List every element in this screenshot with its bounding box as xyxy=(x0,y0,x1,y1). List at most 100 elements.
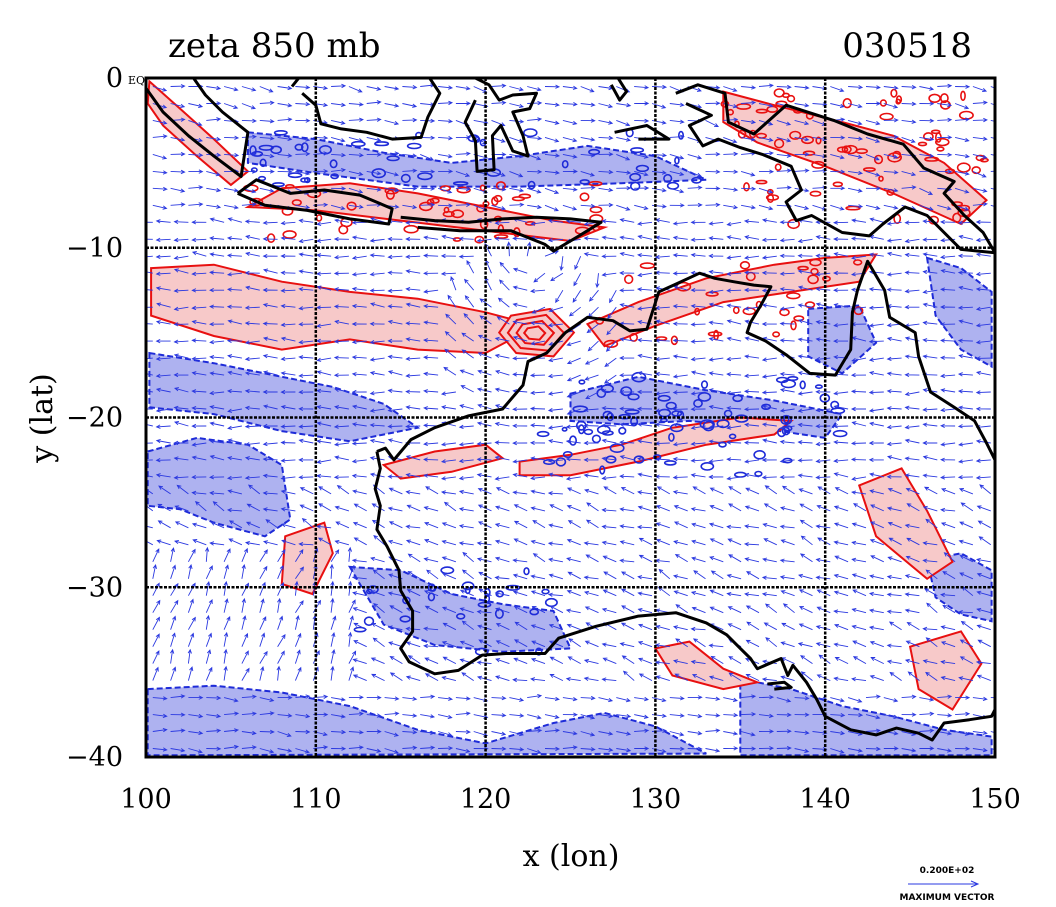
wind-vector xyxy=(726,255,742,260)
wind-vector xyxy=(347,546,353,562)
wind-vector xyxy=(779,321,795,326)
wind-vector xyxy=(295,85,311,90)
wind-vector xyxy=(708,459,724,464)
wind-vector xyxy=(906,503,920,512)
speckle-contour xyxy=(599,465,606,475)
wind-vector xyxy=(651,103,667,109)
wind-vector xyxy=(743,389,760,394)
wind-vector xyxy=(527,693,543,699)
wind-vector xyxy=(352,489,367,495)
wind-vector xyxy=(146,238,153,240)
wind-vector xyxy=(727,623,742,631)
wind-vector xyxy=(830,730,846,736)
wind-vector xyxy=(226,388,242,394)
wind-vector xyxy=(886,574,902,580)
wind-vector xyxy=(830,713,846,718)
wind-vector xyxy=(463,313,475,325)
wind-vector xyxy=(405,356,421,361)
wind-vector xyxy=(741,186,757,191)
wind-vector xyxy=(636,287,653,292)
wind-vector xyxy=(512,423,528,429)
wind-vector xyxy=(152,666,159,681)
speckle-contour xyxy=(511,196,526,202)
speckle-contour xyxy=(527,180,536,190)
wind-vector xyxy=(959,521,974,529)
vector-key: 0.200E+02 MAXIMUM VECTOR xyxy=(899,866,994,903)
speckle-contour xyxy=(743,182,750,192)
coastline-new-guinea xyxy=(675,83,995,255)
wind-vector xyxy=(674,673,688,681)
wind-vector xyxy=(940,322,956,327)
wind-vector xyxy=(146,408,153,410)
wind-vector xyxy=(405,373,421,378)
speckle-contour xyxy=(940,93,949,104)
wind-vector xyxy=(960,620,974,631)
wind-vector xyxy=(869,674,884,682)
wind-vector xyxy=(798,589,813,597)
wind-vector xyxy=(583,541,599,546)
speckle-contour xyxy=(273,130,288,136)
wind-vector xyxy=(636,524,653,530)
wind-vector xyxy=(619,373,635,378)
wind-vector xyxy=(834,555,849,563)
speckle-contour xyxy=(780,414,793,426)
wind-vector xyxy=(616,714,632,719)
wind-vector xyxy=(833,391,849,396)
wind-vector xyxy=(776,697,792,703)
wind-vector xyxy=(527,136,543,141)
wind-vector xyxy=(348,102,364,107)
wind-vector xyxy=(634,696,650,702)
coastline-sumatra xyxy=(146,78,250,178)
wind-vector xyxy=(441,234,457,240)
x-tick-label: 110 xyxy=(290,784,342,815)
speckle-contour xyxy=(591,434,602,444)
wind-vector xyxy=(922,237,938,242)
wind-vector xyxy=(776,712,792,718)
wind-vector xyxy=(494,556,510,563)
wind-vector xyxy=(708,522,724,529)
wind-vector xyxy=(815,575,831,580)
wind-vector xyxy=(833,522,849,529)
wind-vector xyxy=(476,660,492,665)
wind-vector xyxy=(334,319,349,325)
wind-vector xyxy=(690,425,706,430)
wind-vector xyxy=(761,357,777,362)
wind-vector xyxy=(761,255,777,260)
speckle-contour xyxy=(589,206,603,214)
wind-vector xyxy=(330,119,346,125)
wind-vector xyxy=(476,609,492,614)
wind-vector xyxy=(244,305,260,310)
wind-vector xyxy=(280,356,296,362)
wind-vector xyxy=(567,520,581,529)
speckle-contour xyxy=(700,461,715,471)
wind-vector xyxy=(316,271,332,276)
wind-vector xyxy=(744,557,760,563)
wind-vector xyxy=(491,170,506,177)
wind-vector xyxy=(455,711,471,716)
x-axis-label: x (lon) xyxy=(523,839,620,874)
wind-vector xyxy=(799,553,813,563)
wind-vector xyxy=(675,638,688,648)
wind-vector xyxy=(244,321,260,326)
wind-vector xyxy=(440,391,456,396)
wind-vector xyxy=(209,217,225,223)
wind-vector xyxy=(244,371,260,376)
wind-vector xyxy=(244,340,260,345)
wind-vector xyxy=(241,667,250,681)
wind-vector xyxy=(601,507,617,513)
wind-vector xyxy=(726,406,742,411)
wind-vector xyxy=(443,366,457,376)
wind-vector xyxy=(205,666,213,681)
wind-vector xyxy=(424,605,439,614)
wind-vector xyxy=(352,674,367,682)
wind-vector xyxy=(188,153,204,158)
wind-vector xyxy=(461,569,474,580)
wind-vector xyxy=(940,592,956,598)
speckle-contour xyxy=(350,140,366,148)
wind-vector xyxy=(423,304,439,309)
wind-vector xyxy=(883,103,899,109)
wind-vector xyxy=(405,269,421,274)
wind-vector xyxy=(547,391,563,396)
wind-vector xyxy=(224,711,240,716)
wind-vector xyxy=(740,170,756,177)
